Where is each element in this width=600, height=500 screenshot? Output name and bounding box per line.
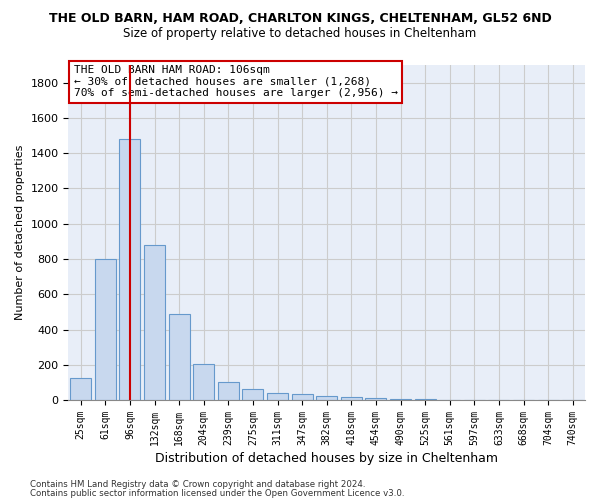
Bar (242, 388, 263, 400)
Bar (70, 378, 91, 400)
Text: THE OLD BARN, HAM ROAD, CHARLTON KINGS, CHELTENHAM, GL52 6ND: THE OLD BARN, HAM ROAD, CHARLTON KINGS, … (49, 12, 551, 26)
Text: Size of property relative to detached houses in Cheltenham: Size of property relative to detached ho… (124, 28, 476, 40)
Text: Contains HM Land Registry data © Crown copyright and database right 2024.: Contains HM Land Registry data © Crown c… (30, 480, 365, 489)
Bar (267, 393, 288, 400)
Y-axis label: Number of detached properties: Number of detached properties (15, 145, 25, 320)
X-axis label: Distribution of detached houses by size in Cheltenham: Distribution of detached houses by size … (155, 452, 498, 465)
Bar (218, 382, 239, 400)
Bar (95, 259, 116, 400)
Bar (119, 139, 140, 400)
Bar (169, 314, 190, 400)
Bar (415, 399, 436, 400)
Bar (292, 394, 313, 400)
Bar (365, 398, 386, 400)
Text: Contains public sector information licensed under the Open Government Licence v3: Contains public sector information licen… (30, 488, 404, 498)
Bar (316, 396, 337, 400)
Bar (144, 245, 165, 400)
Text: THE OLD BARN HAM ROAD: 106sqm
← 30% of detached houses are smaller (1,268)
70% o: THE OLD BARN HAM ROAD: 106sqm ← 30% of d… (74, 65, 398, 98)
Bar (193, 364, 214, 400)
Bar (341, 396, 362, 400)
Bar (390, 399, 411, 400)
